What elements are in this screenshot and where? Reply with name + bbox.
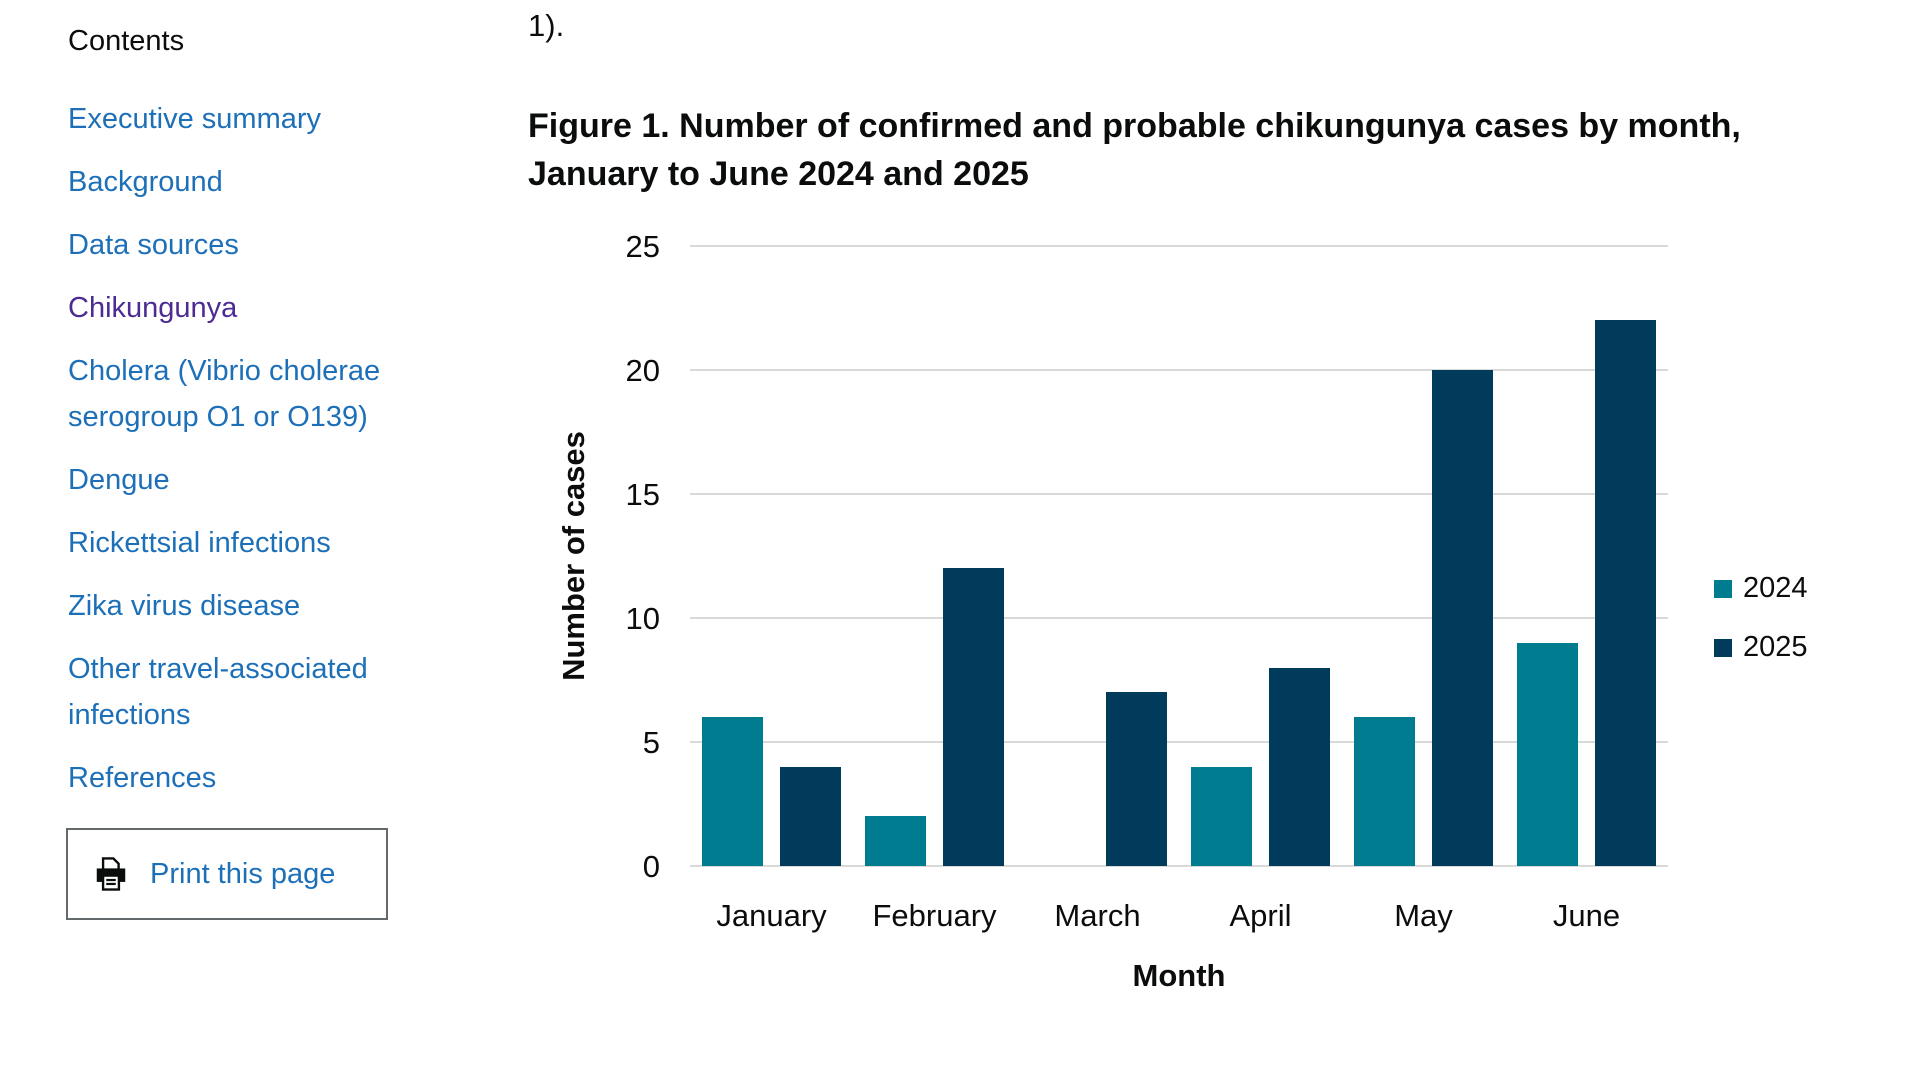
- print-this-page-button[interactable]: Print this page: [66, 828, 388, 920]
- print-button-label: Print this page: [150, 857, 336, 890]
- contents-sidebar: Contents Executive summary Background Da…: [68, 18, 420, 818]
- gridline-15: [690, 493, 1668, 495]
- main-content: 1). Figure 1. Number of confirmed and pr…: [528, 0, 1920, 198]
- sidebar-link-executive-summary[interactable]: Executive summary: [68, 103, 322, 135]
- sidebar-link-dengue[interactable]: Dengue: [68, 464, 170, 496]
- bar-2024-may: [1354, 717, 1415, 866]
- figure-title: Figure 1. Number of confirmed and probab…: [528, 107, 1741, 193]
- bar-2025-march: [1106, 692, 1167, 866]
- x-tick-label-january: January: [716, 898, 827, 933]
- sidebar-item-data-sources[interactable]: Data sources: [68, 222, 420, 268]
- gridline-20: [690, 369, 1668, 371]
- bar-2025-april: [1269, 668, 1330, 866]
- x-tick-label-may: May: [1394, 898, 1453, 933]
- legend-label-2025: 2025: [1743, 631, 1808, 663]
- figure-1-bar-chart: Number of cases Month 2024 2025 0 5 10 15 20 2…: [528, 222, 1920, 1062]
- contents-list: Executive summary Background Data source…: [68, 96, 420, 801]
- chart-legend: 2024 2025: [1714, 572, 1808, 690]
- sidebar-link-zika-virus-disease[interactable]: Zika virus disease: [68, 590, 301, 622]
- bar-2024-june: [1517, 643, 1578, 866]
- sidebar-item-background[interactable]: Background: [68, 159, 420, 205]
- x-tick-label-february: February: [872, 898, 997, 933]
- y-tick-label-0: 0: [642, 849, 660, 884]
- y-tick-label-10: 10: [625, 601, 660, 636]
- sidebar-item-rickettsial-infections[interactable]: Rickettsial infections: [68, 520, 420, 566]
- sidebar-item-cholera[interactable]: Cholera (Vibrio cholerae serogroup O1 or…: [68, 348, 420, 440]
- sidebar-item-dengue[interactable]: Dengue: [68, 457, 420, 503]
- sidebar-item-zika-virus-disease[interactable]: Zika virus disease: [68, 583, 420, 629]
- gridline-0: [690, 865, 1668, 867]
- sidebar-link-background[interactable]: Background: [68, 166, 223, 198]
- x-tick-label-june: June: [1552, 898, 1621, 933]
- bar-2025-february: [943, 568, 1004, 866]
- legend-swatch-2024: [1714, 579, 1732, 598]
- y-tick-label-15: 15: [625, 477, 660, 512]
- x-tick-label-april: April: [1229, 898, 1292, 933]
- bar-2025-june: [1595, 320, 1656, 866]
- sidebar-link-chikungunya[interactable]: Chikungunya: [68, 292, 238, 324]
- y-tick-label-20: 20: [625, 353, 660, 388]
- sidebar-item-references[interactable]: References: [68, 755, 420, 801]
- legend-label-2024: 2024: [1743, 572, 1808, 604]
- sidebar-link-rickettsial-infections[interactable]: Rickettsial infections: [68, 527, 331, 559]
- legend-swatch-2025: [1714, 638, 1732, 657]
- bar-2025-may: [1432, 370, 1493, 866]
- contents-heading: Contents: [68, 25, 185, 57]
- sidebar-item-other-travel-associated-infections[interactable]: Other travel-associated infections: [68, 646, 420, 738]
- sidebar-link-cholera[interactable]: Cholera (Vibrio cholerae serogroup O1 or…: [68, 355, 381, 433]
- paragraph-fragment: 1).: [528, 8, 565, 43]
- printer-icon: [92, 855, 130, 893]
- legend-item-2024: 2024: [1714, 572, 1808, 605]
- plot-area: [690, 245, 1668, 867]
- legend-item-2025: 2025: [1714, 631, 1808, 664]
- bar-2025-january: [780, 767, 841, 866]
- y-tick-label-25: 25: [625, 229, 660, 264]
- bar-2024-april: [1191, 767, 1252, 866]
- sidebar-link-references[interactable]: References: [68, 762, 217, 794]
- gridline-10: [690, 617, 1668, 619]
- sidebar-item-chikungunya[interactable]: Chikungunya: [68, 285, 420, 331]
- gridline-5: [690, 741, 1668, 743]
- gridline-25: [690, 245, 1668, 247]
- bar-2024-february: [865, 816, 926, 866]
- sidebar-item-executive-summary[interactable]: Executive summary: [68, 96, 420, 142]
- x-tick-label-march: March: [1054, 898, 1141, 933]
- sidebar-link-data-sources[interactable]: Data sources: [68, 229, 239, 261]
- bar-2024-january: [702, 717, 763, 866]
- y-tick-label-5: 5: [642, 725, 660, 760]
- sidebar-link-other-travel-associated-infections[interactable]: Other travel-associated infections: [68, 653, 368, 731]
- x-axis-title: Month: [1132, 958, 1226, 993]
- y-axis-title: Number of cases: [556, 431, 591, 681]
